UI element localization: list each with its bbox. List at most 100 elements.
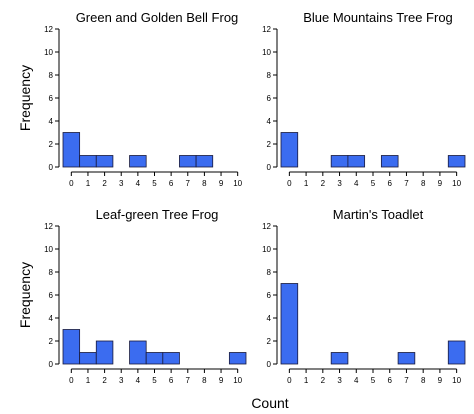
y-tick-label: 6 — [267, 94, 272, 103]
y-tick-label: 2 — [49, 140, 54, 149]
x-tick-label: 1 — [86, 376, 91, 385]
histogram-bar-0 — [62, 329, 81, 365]
y-tick-label: 10 — [262, 48, 271, 57]
y-tick-label: 8 — [267, 268, 272, 277]
histogram-bar-10 — [228, 352, 247, 365]
histogram-bar-1 — [79, 155, 97, 168]
y-tick-label: 12 — [44, 25, 53, 34]
x-tick-label: 1 — [304, 179, 309, 188]
x-tick-label: 9 — [438, 179, 443, 188]
chart-title: Leaf-green Tree Frog — [96, 207, 219, 222]
x-tick-label: 0 — [287, 179, 292, 188]
histogram-bar-10 — [447, 155, 466, 168]
histogram-bar-4 — [129, 340, 147, 365]
y-tick-label: 2 — [267, 140, 272, 149]
histogram-bar-2 — [95, 340, 114, 365]
y-tick-label: 0 — [49, 360, 54, 369]
x-tick-label: 10 — [233, 376, 242, 385]
x-tick-label: 5 — [152, 179, 157, 188]
histogram-bar-0 — [280, 132, 299, 168]
x-tick-label: 2 — [321, 179, 326, 188]
y-tick-label: 10 — [44, 48, 53, 57]
x-tick-label: 9 — [438, 376, 443, 385]
y-tick-label: 10 — [44, 245, 53, 254]
x-tick-label: 8 — [202, 376, 207, 385]
y-tick-label: 6 — [49, 94, 54, 103]
y-axis-label: Frequency — [17, 65, 33, 131]
y-tick-label: 4 — [267, 117, 272, 126]
x-tick-label: 6 — [169, 179, 174, 188]
histogram-bar-4 — [129, 155, 147, 168]
x-tick-label: 3 — [119, 179, 124, 188]
y-tick-label: 8 — [267, 71, 272, 80]
x-tick-label: 10 — [233, 179, 242, 188]
histogram-bar-1 — [79, 352, 97, 365]
y-tick-label: 8 — [49, 71, 54, 80]
x-tick-label: 3 — [337, 376, 342, 385]
x-tick-label: 6 — [169, 376, 174, 385]
y-tick-label: 12 — [262, 25, 271, 34]
x-tick-label: 2 — [321, 376, 326, 385]
x-tick-label: 0 — [69, 376, 74, 385]
x-tick-label: 7 — [404, 179, 409, 188]
chart-title: Blue Mountains Tree Frog — [303, 10, 453, 25]
shared-x-axis-label: Count — [251, 395, 288, 411]
y-tick-label: 10 — [262, 245, 271, 254]
x-tick-label: 2 — [102, 376, 107, 385]
histogram-bar-7 — [397, 352, 416, 365]
y-tick-label: 6 — [49, 291, 54, 300]
x-tick-label: 6 — [388, 179, 393, 188]
x-tick-label: 10 — [452, 376, 461, 385]
y-tick-label: 4 — [49, 314, 54, 323]
histogram-bar-6 — [380, 155, 399, 168]
x-tick-label: 8 — [202, 179, 207, 188]
chart-title: Green and Golden Bell Frog — [76, 10, 239, 25]
x-tick-label: 5 — [152, 376, 157, 385]
histogram-bar-5 — [145, 352, 164, 365]
x-tick-label: 4 — [136, 179, 141, 188]
y-tick-label: 4 — [49, 117, 54, 126]
histogram-bar-8 — [195, 155, 214, 168]
x-tick-label: 1 — [304, 376, 309, 385]
x-tick-label: 0 — [69, 179, 74, 188]
histogram-bar-10 — [447, 340, 466, 365]
y-tick-label: 4 — [267, 314, 272, 323]
y-axis-label: Frequency — [17, 262, 33, 328]
y-tick-label: 0 — [267, 163, 272, 172]
histogram-bar-6 — [162, 352, 180, 365]
histogram-bar-2 — [95, 155, 114, 168]
y-tick-label: 12 — [262, 222, 271, 231]
x-tick-label: 4 — [354, 179, 359, 188]
x-tick-label: 2 — [102, 179, 107, 188]
y-tick-label: 8 — [49, 268, 54, 277]
x-tick-label: 0 — [287, 376, 292, 385]
histogram-bar-3 — [330, 352, 349, 365]
y-tick-label: 12 — [44, 222, 53, 231]
x-tick-label: 10 — [452, 179, 461, 188]
x-tick-label: 5 — [371, 376, 376, 385]
y-tick-label: 2 — [267, 337, 272, 346]
x-tick-label: 4 — [136, 376, 141, 385]
x-tick-label: 3 — [337, 179, 342, 188]
x-tick-label: 9 — [219, 376, 224, 385]
x-tick-label: 7 — [186, 376, 191, 385]
x-tick-label: 8 — [421, 376, 426, 385]
histogram-bar-0 — [280, 283, 299, 365]
y-tick-label: 2 — [49, 337, 54, 346]
x-tick-label: 4 — [354, 376, 359, 385]
histogram-bar-7 — [179, 155, 197, 168]
x-tick-label: 6 — [388, 376, 393, 385]
y-tick-label: 6 — [267, 291, 272, 300]
x-tick-label: 8 — [421, 179, 426, 188]
chart-title: Martin's Toadlet — [333, 207, 424, 222]
histogram-bar-4 — [347, 155, 366, 168]
x-tick-label: 1 — [86, 179, 91, 188]
y-tick-label: 0 — [267, 360, 272, 369]
histogram-bar-3 — [330, 155, 349, 168]
x-tick-label: 5 — [371, 179, 376, 188]
